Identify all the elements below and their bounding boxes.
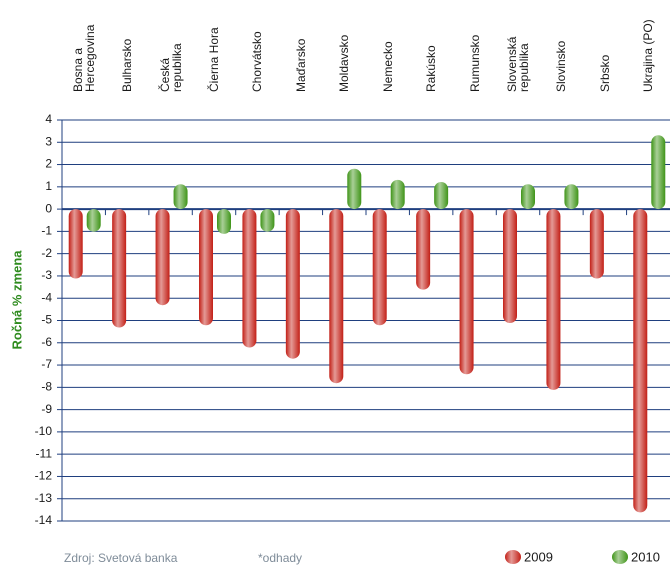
x-tick-label: Srbsko (597, 54, 612, 92)
bar (173, 184, 188, 210)
y-tick-label: -8 (41, 380, 52, 394)
legend-swatch (505, 550, 521, 564)
x-tick-label: Chorvátsko (250, 31, 265, 92)
y-tick-label: -4 (41, 290, 52, 304)
x-tick-label: Rumunsko (467, 34, 482, 92)
y-tick-label: -3 (41, 268, 52, 282)
bar (503, 209, 517, 324)
bar (651, 135, 666, 210)
x-tick-label: Čierna Hora (207, 27, 221, 92)
legend-label: 2010 (631, 549, 660, 564)
x-tick-label: Česká republika (157, 43, 184, 92)
bar (546, 209, 561, 390)
note: *odhady (258, 551, 302, 565)
y-tick-label: 2 (45, 157, 52, 171)
bar (521, 184, 535, 210)
legend-label: 2009 (524, 549, 553, 564)
bar (329, 209, 344, 384)
y-tick-label: -9 (41, 402, 52, 416)
source: Zdroj: Svetová banka (64, 551, 178, 565)
y-tick-label: -1 (41, 224, 52, 238)
y-axis-label: Ročná % zmena (9, 250, 24, 350)
bar (633, 209, 648, 513)
legend-swatch (612, 550, 628, 564)
bar (416, 209, 431, 290)
x-tick-label: Rakúsko (424, 45, 439, 92)
x-tick-label: Ukrajina (PO) (641, 19, 656, 92)
x-tick-label: Bulharsko (120, 38, 135, 92)
bar (285, 209, 300, 359)
y-tick-label: 1 (45, 179, 52, 193)
bar (589, 209, 604, 279)
x-tick-label: Slovinsko (554, 40, 569, 92)
x-tick-label: Bosna a Hercegovina (70, 24, 97, 92)
bar (112, 209, 127, 328)
y-tick-label: -13 (35, 491, 53, 505)
y-tick-label: -14 (35, 513, 53, 527)
y-tick-label: -2 (41, 246, 52, 260)
bar (86, 209, 101, 232)
y-tick-label: -5 (41, 313, 52, 327)
y-tick-label: -6 (41, 335, 52, 349)
bar (434, 182, 449, 210)
bar (390, 179, 405, 210)
y-tick-label: 0 (45, 201, 52, 215)
bar (347, 168, 362, 210)
y-tick-label: -11 (36, 446, 53, 460)
bar (459, 209, 474, 375)
bar (199, 209, 213, 326)
x-tick-label: Slovenská republika (505, 36, 531, 92)
bar (564, 184, 579, 210)
x-tick-label: Nemecko (380, 41, 395, 92)
bar (68, 209, 83, 279)
bar (242, 209, 257, 348)
x-tick-label: Maďarsko (293, 38, 308, 92)
y-tick-label: 3 (45, 134, 52, 148)
y-tick-label: -12 (35, 469, 53, 483)
y-tick-label: -7 (41, 357, 52, 371)
bar (372, 209, 387, 326)
bar (217, 209, 231, 234)
y-tick-label: -10 (35, 424, 53, 438)
bar (260, 209, 275, 232)
bar (155, 209, 170, 306)
x-tick-label: Moldavsko (337, 34, 352, 92)
y-tick-label: 4 (45, 112, 52, 126)
